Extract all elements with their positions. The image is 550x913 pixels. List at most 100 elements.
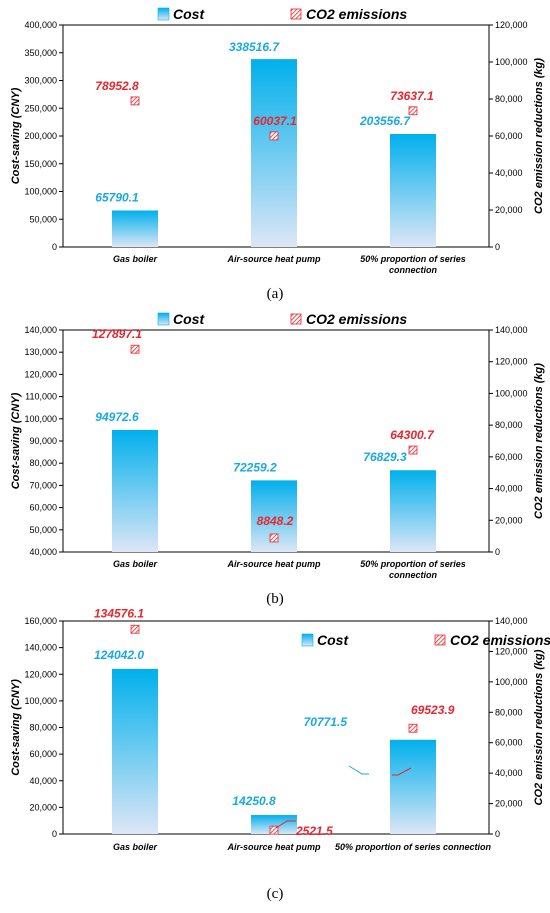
right-tick-label: 140,000 <box>495 616 528 626</box>
left-tick-label: 200,000 <box>24 131 57 141</box>
co2-data-label: 127897.1 <box>92 327 142 341</box>
left-tick-label: 100,000 <box>24 414 57 424</box>
category-label: Gas boiler <box>113 842 158 852</box>
co2-marker <box>130 624 140 634</box>
co2-marker <box>269 825 279 835</box>
left-tick-label: 60,000 <box>29 749 57 759</box>
co2-data-label: 64300.7 <box>390 428 435 442</box>
category-label: 50% proportion of series connection <box>335 842 492 852</box>
co2-data-label: 2521.5 <box>295 824 333 838</box>
legend-co2-label: CO2 emissions <box>306 311 407 327</box>
co2-marker <box>408 723 418 733</box>
co2-data-label: 69523.9 <box>411 703 455 717</box>
cost-data-label: 338516.7 <box>229 40 280 54</box>
right-axis-title: CO2 emission reductions (kg) <box>533 649 545 805</box>
legend-co2-swatch <box>290 313 302 325</box>
right-tick-label: 100,000 <box>495 677 528 687</box>
co2-marker <box>269 533 279 543</box>
right-tick-label: 120,000 <box>495 357 528 367</box>
category-label: 50% proportion of series connection <box>360 254 466 275</box>
legend-cost-label: Cost <box>173 311 205 327</box>
cost-bar <box>251 815 297 834</box>
cost-bar <box>112 210 158 247</box>
category-label: Air-source heat pump <box>226 842 321 852</box>
legend-co2-swatch <box>434 634 446 646</box>
right-tick-label: 40,000 <box>495 768 523 778</box>
co2-marker <box>130 96 140 106</box>
label-leader-line <box>275 820 296 829</box>
right-tick-label: 0 <box>495 242 500 252</box>
legend-co2-label: CO2 emissions <box>306 6 407 22</box>
legend-cost-swatch <box>157 7 170 21</box>
cost-data-label: 94972.6 <box>95 410 139 424</box>
left-tick-label: 100,000 <box>24 187 57 197</box>
co2-data-label: 60037.1 <box>253 114 297 128</box>
co2-data-label: 134576.1 <box>94 606 144 620</box>
label-leader-line <box>348 765 369 775</box>
left-tick-label: 350,000 <box>24 48 57 58</box>
right-tick-label: 20,000 <box>495 205 523 215</box>
co2-marker <box>269 131 279 141</box>
right-axis-title: CO2 emission reductions (kg) <box>533 58 545 214</box>
co2-marker <box>408 445 418 455</box>
left-tick-label: 0 <box>52 829 57 839</box>
category-label: Gas boiler <box>113 559 158 569</box>
right-tick-label: 60,000 <box>495 131 523 141</box>
cost-bar <box>112 668 158 834</box>
right-tick-label: 40,000 <box>495 168 523 178</box>
right-tick-label: 100,000 <box>495 57 528 67</box>
left-axis-title: Cost-saving (CNY) <box>10 679 22 776</box>
legend-cost-label: Cost <box>173 6 205 22</box>
right-tick-label: 120,000 <box>495 20 528 30</box>
co2-data-label: 8848.2 <box>257 514 294 528</box>
left-tick-label: 50,000 <box>29 525 57 535</box>
category-label: Gas boiler <box>113 254 158 264</box>
left-tick-label: 140,000 <box>24 325 57 335</box>
cost-bar <box>390 739 436 834</box>
right-tick-label: 20,000 <box>495 515 523 525</box>
left-tick-label: 140,000 <box>24 643 57 653</box>
left-tick-label: 80,000 <box>29 723 57 733</box>
left-tick-label: 400,000 <box>24 20 57 30</box>
left-tick-label: 40,000 <box>29 776 57 786</box>
left-tick-label: 90,000 <box>29 436 57 446</box>
right-tick-label: 80,000 <box>495 420 523 430</box>
left-tick-label: 70,000 <box>29 480 57 490</box>
label-leader-line <box>392 767 412 776</box>
left-tick-label: 40,000 <box>29 547 57 557</box>
cost-data-label: 72259.2 <box>233 460 277 474</box>
cost-bar <box>390 470 436 552</box>
category-label: Air-source heat pump <box>226 559 321 569</box>
panel-caption: (b) <box>266 591 284 607</box>
cost-bar <box>112 429 158 552</box>
left-tick-label: 120,000 <box>24 669 57 679</box>
panel-caption: (c) <box>267 886 284 902</box>
co2-data-label: 73637.1 <box>390 89 434 103</box>
left-axis-title: Cost-saving (CNY) <box>10 87 22 184</box>
cost-data-label: 14250.8 <box>232 794 276 808</box>
right-tick-label: 0 <box>495 547 500 557</box>
chart-panel: 0 50,000 100,000 150,000 200,000 250,000 300,0… <box>10 6 545 302</box>
cost-data-label: 203556.7 <box>359 114 411 128</box>
right-axis-title: CO2 emission reductions (kg) <box>533 363 545 519</box>
right-tick-label: 60,000 <box>495 738 523 748</box>
right-tick-label: 100,000 <box>495 388 528 398</box>
co2-marker <box>130 344 140 354</box>
right-tick-label: 40,000 <box>495 484 523 494</box>
category-label: 50% proportion of series connection <box>360 559 466 580</box>
legend-cost-swatch <box>301 633 314 647</box>
chart-panel: 40,000 50,000 60,000 70,000 80,000 90,000 100,… <box>10 311 545 607</box>
left-tick-label: 50,000 <box>29 214 57 224</box>
right-tick-label: 20,000 <box>495 799 523 809</box>
co2-data-label: 78952.8 <box>95 79 139 93</box>
panel-caption: (a) <box>267 286 284 302</box>
left-tick-label: 20,000 <box>29 802 57 812</box>
cost-data-label: 124042.0 <box>94 648 144 662</box>
left-axis-title: Cost-saving (CNY) <box>10 392 22 489</box>
legend-co2-swatch <box>290 8 302 20</box>
left-tick-label: 110,000 <box>25 392 57 402</box>
cost-data-label: 70771.5 <box>304 715 348 729</box>
left-tick-label: 160,000 <box>24 616 57 626</box>
right-tick-label: 80,000 <box>495 94 523 104</box>
